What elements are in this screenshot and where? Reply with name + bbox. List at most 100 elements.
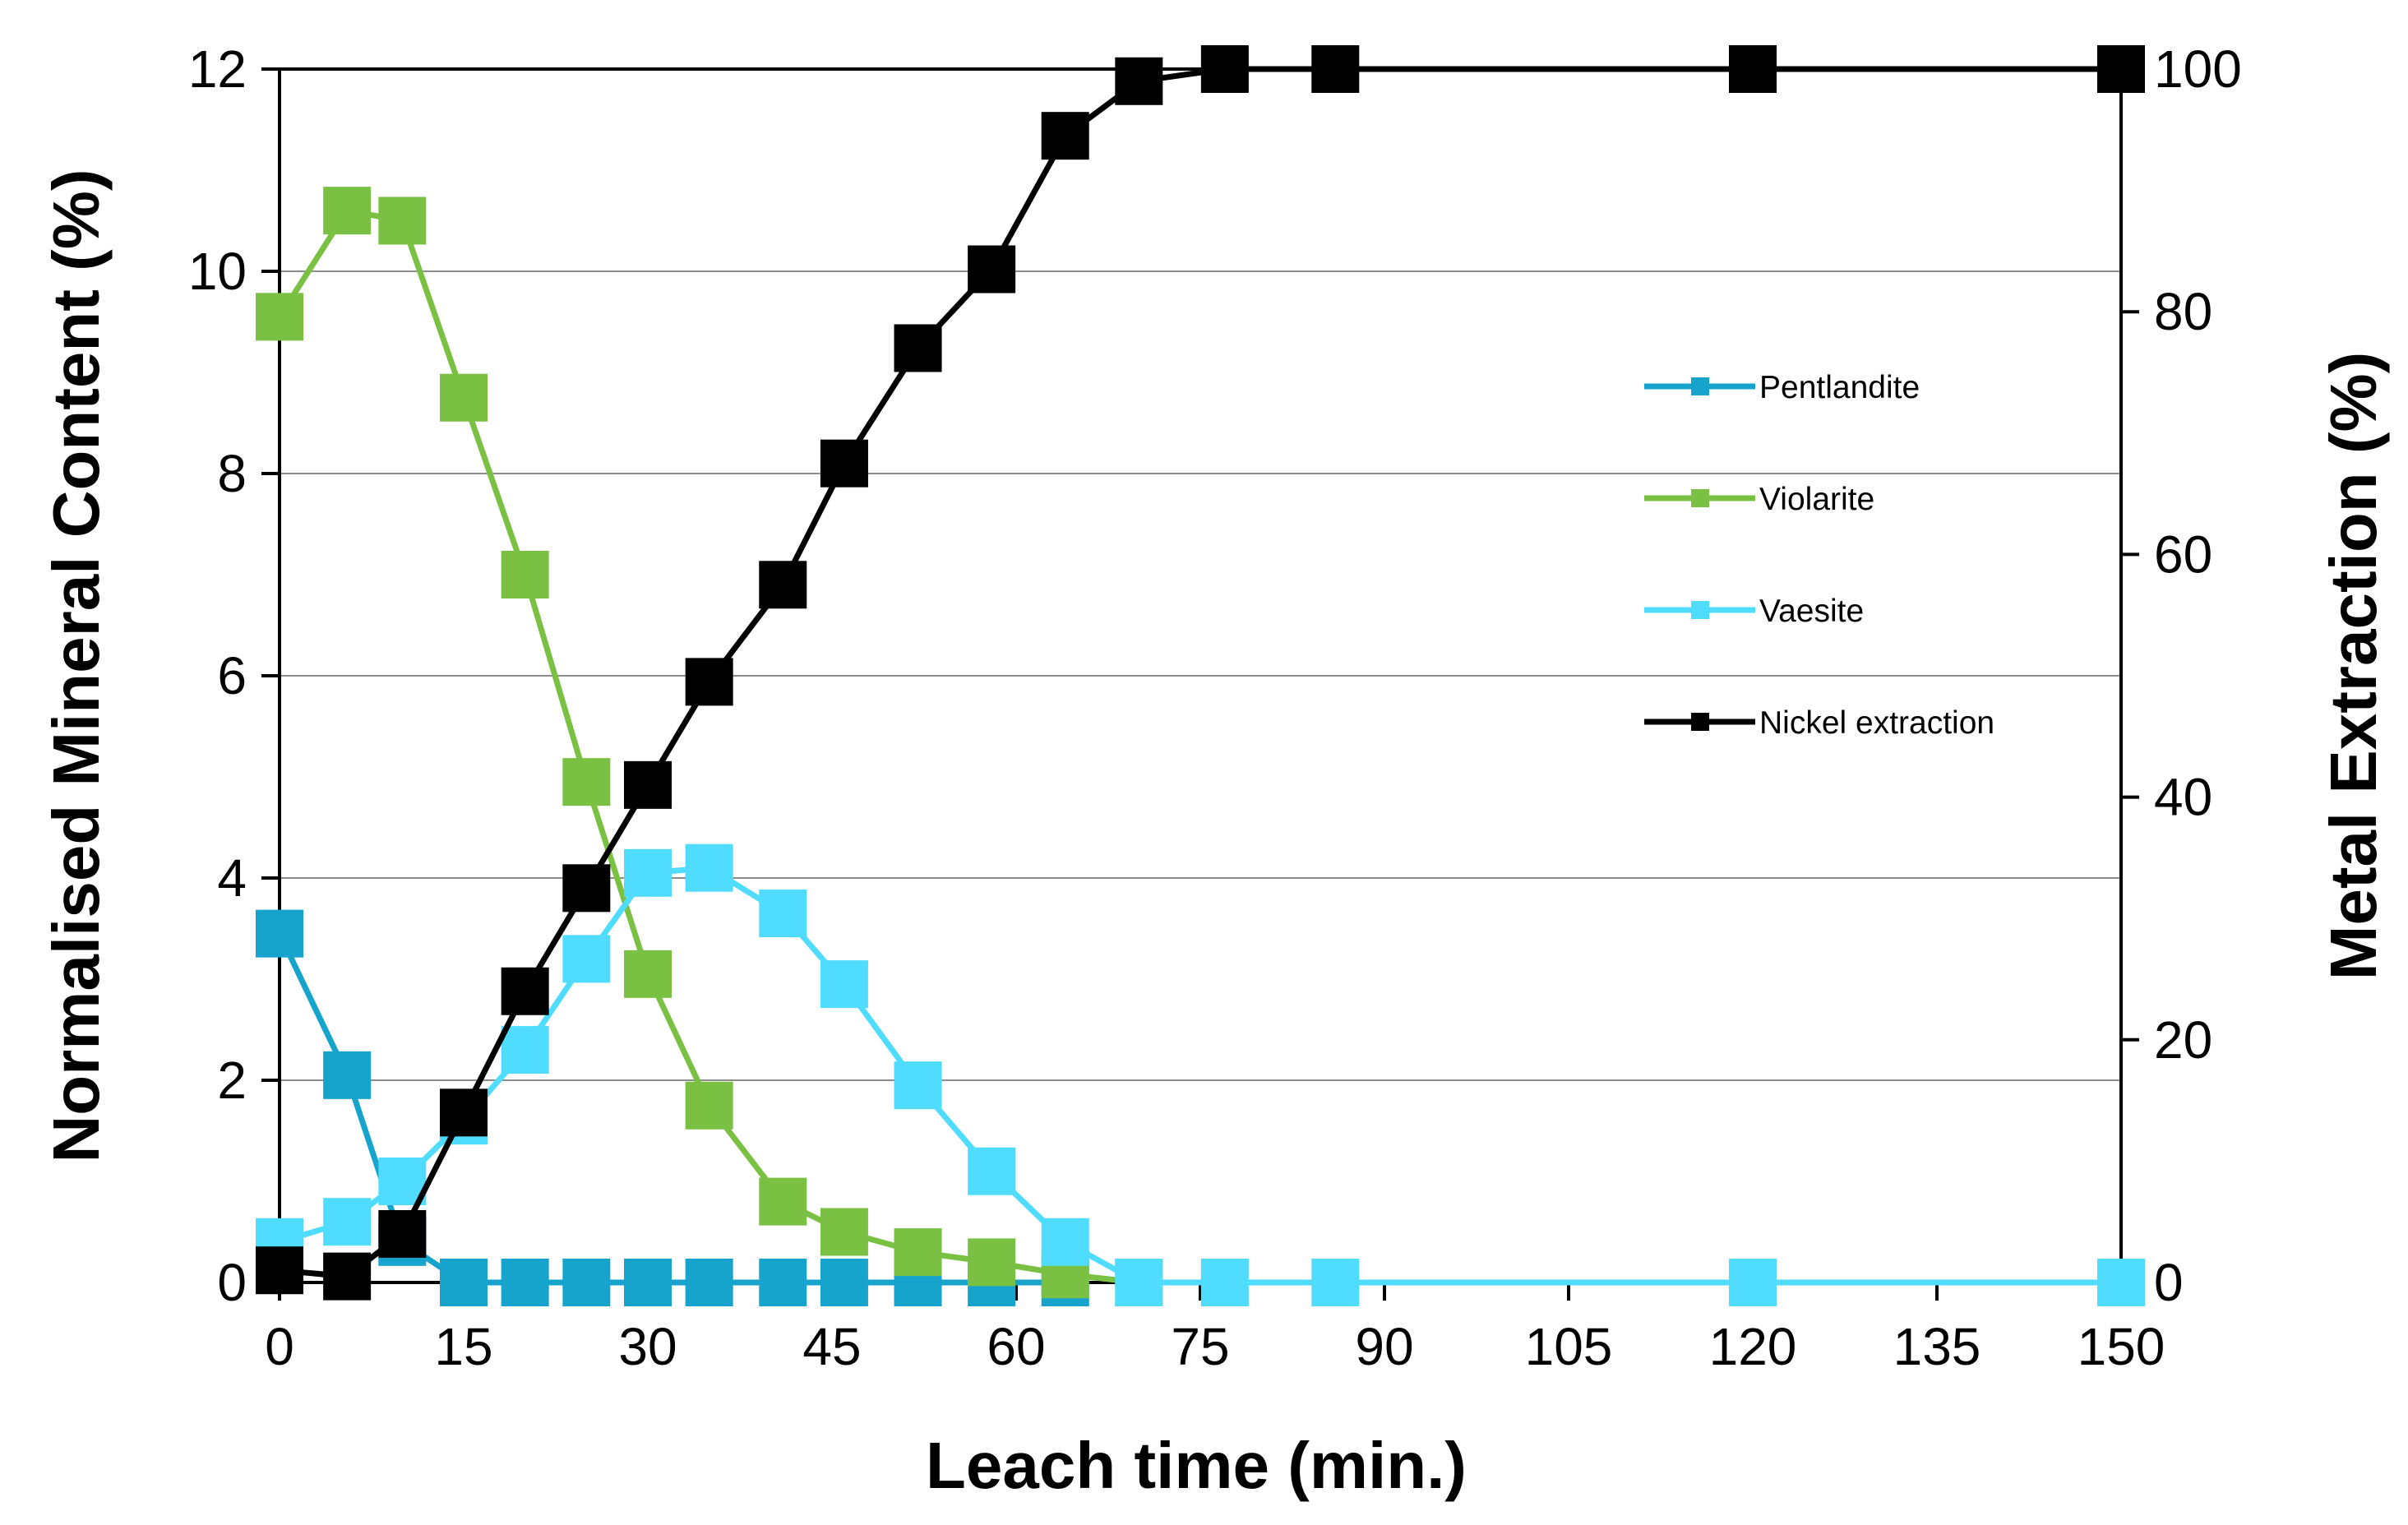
data-point	[1115, 57, 1163, 105]
data-point	[440, 1259, 488, 1306]
x-axis-tick-label: 105	[1525, 1317, 1613, 1376]
data-point	[562, 1259, 611, 1306]
left-axis: 0 2 4 6 8 10 12	[188, 39, 280, 1312]
data-point	[562, 758, 611, 806]
x-axis-tick-label: 15	[434, 1317, 492, 1376]
data-point	[1729, 45, 1777, 93]
data-point	[323, 187, 372, 235]
left-axis-tick-label: 0	[217, 1253, 247, 1312]
data-point	[968, 1238, 1016, 1287]
left-axis-tick-label: 10	[188, 242, 247, 301]
data-point	[323, 1198, 372, 1246]
data-point	[1311, 1259, 1360, 1306]
left-axis-tick-label: 4	[217, 848, 247, 908]
data-point	[1311, 45, 1360, 93]
x-axis-tick-label: 75	[1171, 1317, 1229, 1376]
data-point	[685, 1259, 733, 1306]
x-axis-tick-label: 45	[802, 1317, 861, 1376]
x-axis-tick-label: 135	[1893, 1317, 1981, 1376]
data-point	[685, 658, 733, 706]
data-point	[440, 1088, 488, 1137]
data-point	[820, 1208, 868, 1256]
data-point	[1200, 45, 1249, 93]
data-point	[256, 909, 303, 958]
right-axis-title: Metal Extraction (%)	[2317, 352, 2390, 981]
legend-marker	[1691, 377, 1709, 395]
data-point	[1041, 112, 1089, 160]
right-axis-tick-label: 60	[2154, 525, 2212, 584]
data-point	[378, 1209, 427, 1258]
data-point	[501, 1026, 549, 1074]
data-point	[759, 1177, 807, 1226]
left-axis-tick-label: 8	[217, 444, 247, 503]
right-axis-tick-label: 80	[2154, 282, 2212, 341]
data-point	[759, 890, 807, 938]
left-axis-tick-label: 12	[188, 39, 247, 99]
data-point	[968, 1147, 1016, 1195]
data-point	[624, 1259, 672, 1306]
data-point	[624, 950, 672, 998]
data-point	[1115, 1259, 1163, 1306]
data-point	[2097, 1259, 2145, 1306]
x-axis-title: Leach time (min.)	[926, 1429, 1467, 1502]
data-point	[256, 293, 303, 341]
legend-marker	[1691, 713, 1709, 731]
data-point	[501, 1259, 549, 1306]
data-point	[685, 843, 733, 892]
data-point	[501, 551, 549, 598]
x-axis-tick-label: 0	[265, 1317, 294, 1376]
right-axis: 0 20 40 60 80 100	[2121, 39, 2242, 1312]
data-point	[894, 1228, 942, 1277]
data-point	[1041, 1218, 1089, 1266]
legend-marker	[1691, 489, 1709, 507]
data-point	[759, 561, 807, 609]
left-axis-tick-label: 2	[217, 1051, 247, 1110]
legend-item: Nickel extraction	[1644, 705, 1994, 741]
x-axis-tick-label: 60	[987, 1317, 1045, 1376]
series-layer	[256, 45, 2145, 1306]
x-axis-tick-label: 120	[1709, 1317, 1797, 1376]
data-point	[256, 1246, 303, 1295]
right-axis-tick-label: 100	[2154, 39, 2242, 99]
legend-label: Nickel extraction	[1759, 705, 1994, 741]
left-axis-tick-label: 6	[217, 646, 247, 705]
x-axis-tick-label: 150	[2078, 1317, 2165, 1376]
right-axis-tick-label: 0	[2154, 1253, 2184, 1312]
legend-item: Violarite	[1644, 482, 1874, 517]
data-point	[624, 848, 672, 897]
x-axis-tick-label: 90	[1355, 1317, 1413, 1376]
data-point	[624, 760, 672, 809]
series-vaesite	[256, 843, 2145, 1306]
legend-label: Pentlandite	[1759, 370, 1920, 405]
data-point	[440, 373, 488, 422]
legend-label: Violarite	[1759, 482, 1874, 517]
data-point	[1200, 1259, 1249, 1306]
data-point	[820, 439, 868, 488]
legend-item: Vaesite	[1644, 594, 1864, 629]
data-point	[820, 960, 868, 1009]
data-point	[562, 864, 611, 913]
series-nickel-extraction	[256, 45, 2145, 1301]
data-point	[685, 1081, 733, 1130]
data-point	[501, 967, 549, 1015]
x-axis-tick-label: 30	[618, 1317, 677, 1376]
data-point	[968, 245, 1016, 293]
legend-item: Pentlandite	[1644, 370, 1920, 405]
data-point	[820, 1259, 868, 1306]
x-axis: 0 15 30 45 60 75 90 105 120 135 150	[265, 1282, 2165, 1376]
right-axis-tick-label: 20	[2154, 1010, 2212, 1070]
legend-marker	[1691, 601, 1709, 619]
data-point	[378, 196, 427, 245]
data-point	[1729, 1259, 1777, 1306]
data-point	[894, 1061, 942, 1110]
right-axis-tick-label: 40	[2154, 768, 2212, 827]
data-point	[323, 1252, 372, 1301]
legend-label: Vaesite	[1759, 594, 1864, 629]
data-point	[323, 1051, 372, 1099]
legend: Pentlandite Violarite Vaesite Nickel extrac…	[1644, 370, 1994, 741]
data-point	[562, 935, 611, 983]
data-point	[2097, 45, 2145, 93]
data-point	[894, 324, 942, 372]
data-point	[759, 1259, 807, 1306]
